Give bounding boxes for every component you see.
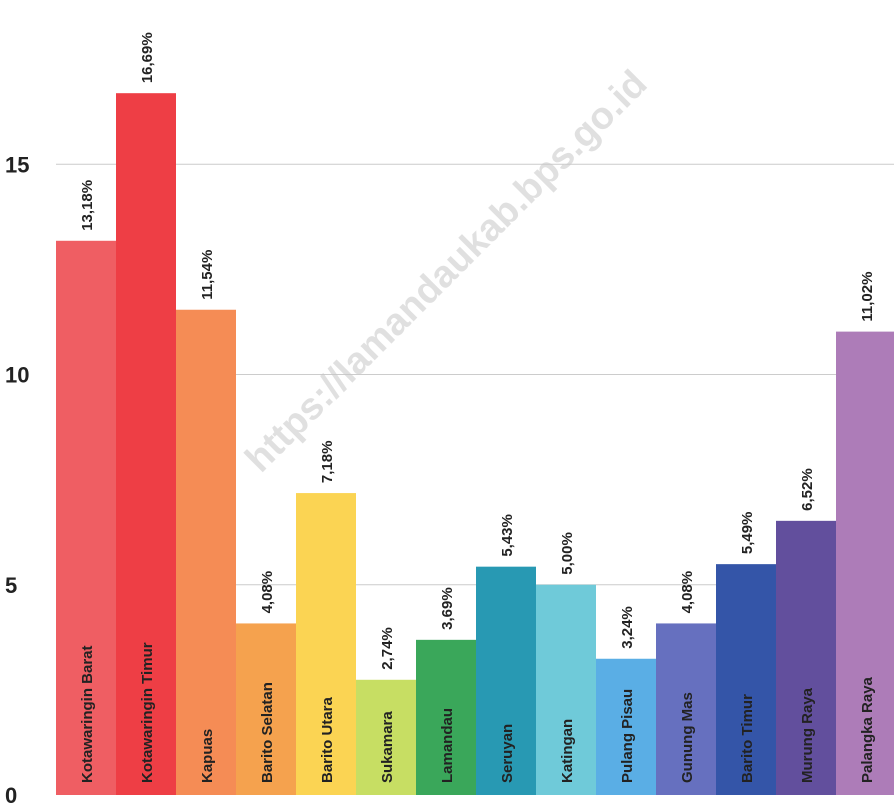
y-tick-label: 5 [5, 573, 17, 598]
bar-6 [356, 679, 416, 795]
value-label: 5,43% [499, 514, 516, 557]
y-tick-label: 0 [5, 783, 17, 808]
value-label: 3,69% [439, 587, 456, 630]
value-label: 7,18% [319, 441, 336, 484]
bar-4 [236, 623, 296, 795]
bar-11 [656, 623, 716, 795]
value-label: 4,08% [259, 571, 276, 614]
value-label: 5,49% [739, 512, 756, 555]
category-label: Lamandau [439, 708, 456, 783]
value-label: 6,52% [799, 468, 816, 511]
bar-3 [176, 309, 236, 795]
category-label: Pulang Pisau [619, 689, 636, 783]
category-label: Palangka Raya [859, 676, 876, 783]
category-label: Katingan [559, 719, 576, 783]
y-axis-ticks: 0 5 10 15 [5, 152, 29, 808]
bar-10 [596, 658, 656, 795]
bar-2 [116, 93, 176, 796]
category-label: Murung Raya [799, 687, 816, 783]
value-labels: 13,18% 16,69% 11,54% 4,08% 7,18% 2,74% 3,69% 5,… [79, 32, 876, 669]
watermark-text: https://lamandaukab.bps.go.id [238, 63, 656, 481]
category-label: Gunung Mas [679, 692, 696, 783]
value-label: 3,24% [619, 606, 636, 649]
category-label: Kotawaringin Barat [79, 645, 96, 783]
y-tick-label: 10 [5, 363, 29, 388]
value-label: 13,18% [79, 180, 96, 231]
category-label: Kotawaringin Timur [139, 642, 156, 783]
bar-8 [476, 566, 536, 795]
category-label: Sukamara [379, 711, 396, 783]
category-label: Barito Timur [739, 694, 756, 783]
value-label: 2,74% [379, 627, 396, 670]
category-label: Barito Selatan [259, 682, 276, 783]
value-label: 11,02% [859, 272, 876, 322]
bar-1 [56, 240, 116, 795]
value-label: 16,69% [139, 32, 156, 83]
value-label: 11,54% [199, 250, 216, 300]
category-label: Barito Utara [319, 696, 336, 783]
bar-13 [776, 520, 836, 795]
y-tick-label: 15 [5, 152, 29, 177]
bar-7 [416, 639, 476, 795]
bar-9 [536, 584, 596, 795]
category-label: Seruyan [499, 724, 516, 783]
category-labels: Kotawaringin Barat Kotawaringin Timur Kapu… [79, 642, 876, 783]
category-label: Kapuas [199, 729, 216, 783]
bar-12 [716, 564, 776, 795]
bar-5 [296, 493, 356, 795]
value-label: 5,00% [559, 532, 576, 575]
value-label: 4,08% [679, 571, 696, 614]
bar-14 [836, 331, 894, 795]
bars [56, 93, 894, 796]
